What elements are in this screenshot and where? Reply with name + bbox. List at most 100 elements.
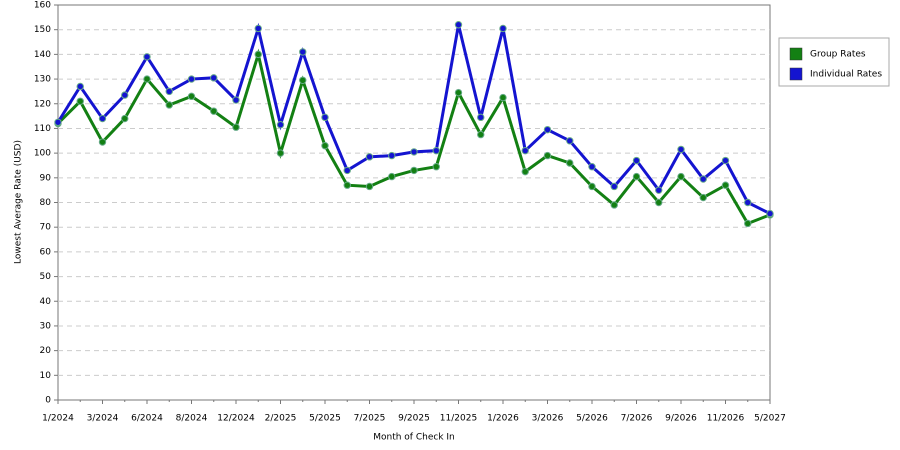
x-tick-label: 7/2026 <box>621 414 653 424</box>
data-point <box>454 88 463 97</box>
data-point <box>566 137 574 145</box>
data-point <box>321 142 329 150</box>
y-tick-label: 70 <box>40 223 52 233</box>
data-point <box>432 146 440 155</box>
data-point <box>655 198 663 207</box>
x-tick-label: 7/2025 <box>354 414 386 424</box>
data-point <box>143 53 151 61</box>
x-tick-label: 3/2026 <box>532 414 564 424</box>
data-point <box>365 153 374 161</box>
x-tick-label: 1/2026 <box>487 414 519 424</box>
x-tick-label: 6/2024 <box>131 414 163 424</box>
x-tick-label: 9/2026 <box>665 414 697 424</box>
data-point <box>432 163 440 171</box>
data-point <box>655 186 663 194</box>
x-tick-label: 12/2024 <box>217 414 255 424</box>
data-point <box>677 145 685 154</box>
data-point <box>543 125 552 134</box>
data-point <box>343 181 351 189</box>
data-point <box>677 172 685 181</box>
data-point <box>632 156 641 165</box>
y-tick-label: 50 <box>40 272 52 282</box>
data-point <box>98 114 107 123</box>
data-point <box>121 91 129 99</box>
y-tick-label: 0 <box>45 396 51 406</box>
x-tick-label: 11/2026 <box>707 414 745 424</box>
y-tick-label: 130 <box>34 75 51 85</box>
data-point <box>410 148 418 156</box>
legend-label: Individual Rates <box>810 70 882 80</box>
y-tick-label: 150 <box>34 25 51 35</box>
data-point <box>165 101 173 109</box>
data-point <box>521 146 529 155</box>
series-line <box>56 22 771 215</box>
x-tick-label: 5/2025 <box>309 414 341 424</box>
data-point <box>254 24 262 33</box>
data-point <box>187 92 196 101</box>
data-point <box>610 201 618 209</box>
data-point <box>232 96 240 104</box>
x-tick-label: 2/2025 <box>265 414 297 424</box>
data-point <box>699 193 707 202</box>
y-tick-label: 100 <box>34 149 51 159</box>
data-point <box>454 21 463 29</box>
y-tick-label: 40 <box>40 297 52 307</box>
data-point <box>499 24 507 33</box>
data-point <box>721 156 730 165</box>
data-point <box>121 114 129 123</box>
data-point <box>766 209 774 218</box>
data-point <box>588 163 596 171</box>
y-tick-label: 80 <box>40 198 52 208</box>
data-point <box>699 175 707 183</box>
legend-swatch <box>789 47 803 61</box>
x-axis-label: Month of Check In <box>373 433 455 443</box>
x-tick-label: 5/2026 <box>576 414 608 424</box>
x-tick-label: 1/2024 <box>42 414 74 424</box>
data-point <box>254 50 262 59</box>
series-line <box>56 48 771 226</box>
data-point <box>744 219 752 228</box>
data-point <box>210 74 218 82</box>
data-point <box>588 182 596 191</box>
data-point <box>632 172 641 181</box>
y-tick-label: 110 <box>34 124 51 134</box>
data-point <box>98 138 107 146</box>
y-tick-label: 10 <box>40 371 52 381</box>
y-tick-label: 160 <box>34 1 51 11</box>
x-tick-label: 11/2025 <box>440 414 477 424</box>
data-point <box>232 123 240 131</box>
data-point <box>499 93 507 102</box>
data-point <box>210 107 218 115</box>
data-point <box>410 166 418 175</box>
data-point <box>276 121 285 129</box>
data-point <box>299 76 307 84</box>
data-point <box>543 151 552 160</box>
data-point <box>343 166 351 175</box>
data-point <box>165 87 173 96</box>
data-point <box>610 182 618 191</box>
legend-label: Group Rates <box>810 50 866 60</box>
y-tick-label: 120 <box>34 99 51 109</box>
data-point <box>521 167 529 176</box>
y-tick-label: 20 <box>40 346 52 356</box>
data-point <box>276 149 285 157</box>
x-tick-label: 3/2024 <box>87 414 119 424</box>
data-point <box>76 97 84 105</box>
data-point <box>744 198 752 207</box>
y-axis-label: Lowest Average Rate (USD) <box>14 140 24 264</box>
data-point <box>365 182 374 191</box>
data-point <box>54 118 62 126</box>
legend-swatch <box>789 67 803 81</box>
data-point <box>388 172 396 181</box>
data-point <box>566 159 574 167</box>
data-point <box>477 130 485 139</box>
data-point <box>299 48 307 56</box>
data-point <box>388 151 396 160</box>
data-point <box>143 75 151 83</box>
y-tick-label: 60 <box>40 247 52 257</box>
data-point <box>187 75 196 83</box>
data-point <box>76 82 84 91</box>
x-tick-label: 8/2024 <box>176 414 208 424</box>
data-point <box>477 113 485 122</box>
